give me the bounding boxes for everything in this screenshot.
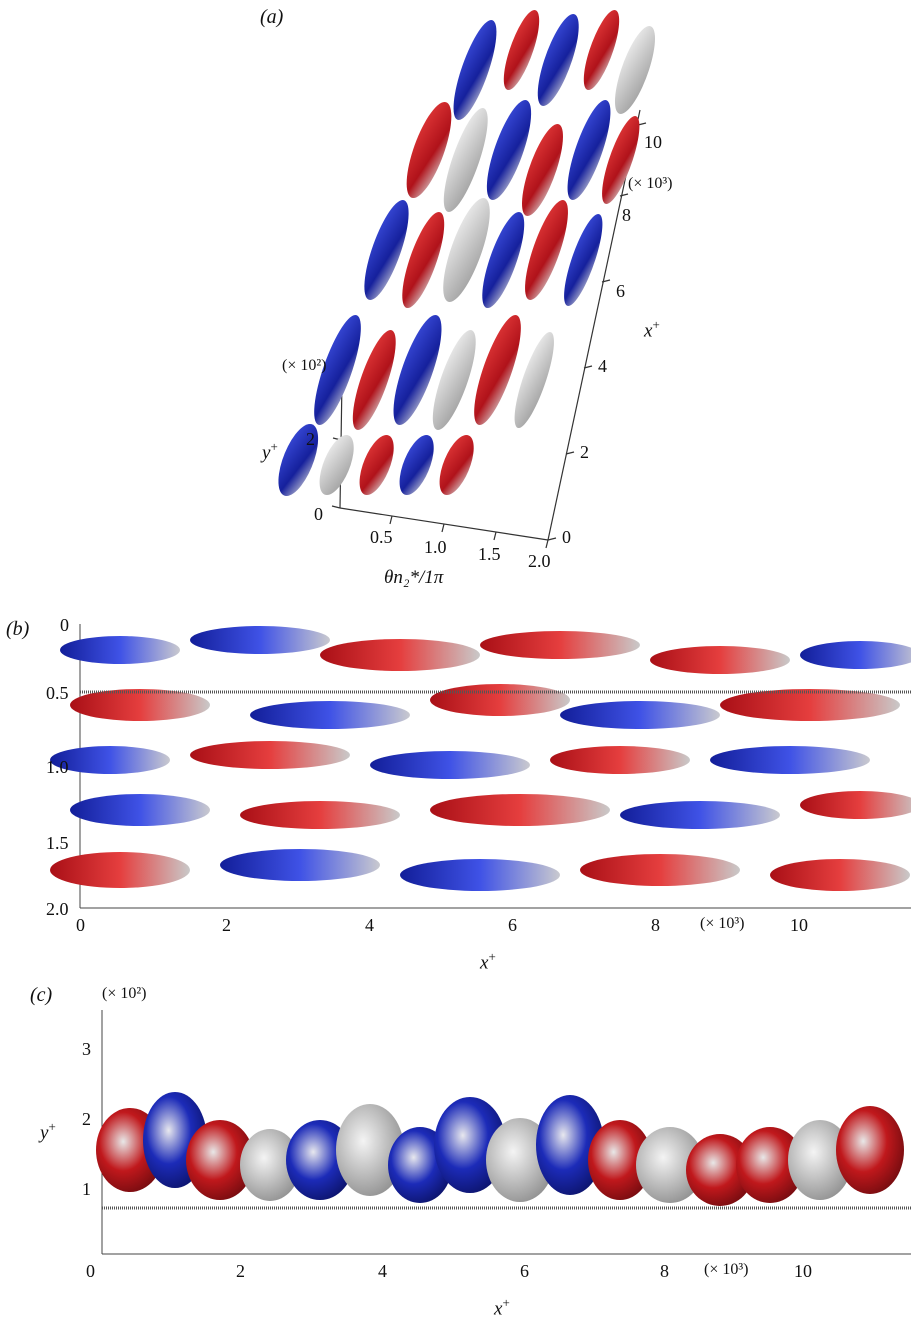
panel-c-xtick: 0 <box>86 1261 95 1281</box>
panel-c-xtick: 6 <box>520 1261 529 1281</box>
panel-a-xtick: 2 <box>580 442 589 462</box>
panel-c-y-scale: (× 10²) <box>102 985 147 1002</box>
panel-a-xtick: 8 <box>622 205 631 225</box>
panel-a-theta-tick: 0.5 <box>370 527 393 547</box>
panel-a-theta-tick: 2.0 <box>528 551 551 571</box>
panel-b-xtick: 10 <box>790 915 808 935</box>
panel-b-streaks <box>50 626 911 891</box>
panel-a-theta-tick: 1.0 <box>424 537 447 557</box>
panel-c-structures <box>96 1092 911 1210</box>
panel-a-ytick: 0 <box>314 504 323 524</box>
panel-b-ytick: 2.0 <box>46 899 69 919</box>
panel-b-ytick: 0.5 <box>46 683 69 703</box>
panel-a-xtick: 10 <box>644 132 662 152</box>
panel-a-ytick: 2 <box>306 429 315 449</box>
panel-a-vortex-structures <box>278 10 655 496</box>
panel-b-label: (b) <box>6 618 30 640</box>
panel-a-xtick: 4 <box>598 356 607 376</box>
panel-b-ytick: 1.5 <box>46 833 69 853</box>
panel-b-x-axis-label: x+ <box>480 949 496 974</box>
panel-c-x-axis-label: x+ <box>494 1295 510 1320</box>
panel-c-xtick: 10 <box>794 1261 812 1281</box>
panel-b-ytick: 1.0 <box>46 757 69 777</box>
panel-a-label: (a) <box>260 6 284 28</box>
panel-a-y-axis-label: y+ <box>262 439 278 464</box>
panel-b-render <box>50 624 911 909</box>
panel-b-x-scale: (× 10³) <box>700 915 745 932</box>
panel-c-ytick: 1 <box>82 1179 91 1199</box>
panel-c-label: (c) <box>30 984 53 1006</box>
panel-a-xtick: 6 <box>616 281 625 301</box>
panel-b-xtick: 8 <box>651 915 660 935</box>
panel-c-ytick: 2 <box>82 1109 91 1129</box>
panel-c-xtick: 4 <box>378 1261 387 1281</box>
panel-b-xtick: 4 <box>365 915 374 935</box>
panel-c-y-axis-label: y+ <box>40 1119 56 1144</box>
panel-a-x-axis-label: x+ <box>644 317 660 342</box>
panel-a-x-scale: (× 10³) <box>628 175 673 192</box>
panel-a-y-scale: (× 10²) <box>282 357 327 374</box>
panel-c-xtick: 8 <box>660 1261 669 1281</box>
panel-a-theta-label: θn₂*/1π <box>384 567 444 588</box>
panel-b-xtick: 6 <box>508 915 517 935</box>
panel-a-render <box>278 10 655 549</box>
panel-b-ytick: 0 <box>60 615 69 635</box>
panel-b-xtick: 2 <box>222 915 231 935</box>
panel-c-ytick: 3 <box>82 1039 91 1059</box>
panel-a-axes <box>331 109 647 549</box>
panel-c-xtick: 2 <box>236 1261 245 1281</box>
panel-a-theta-tick: 1.5 <box>478 544 501 564</box>
panel-c-x-scale: (× 10³) <box>704 1261 749 1278</box>
panel-a-xtick: 0 <box>562 527 571 547</box>
panel-b-xtick: 0 <box>76 915 85 935</box>
